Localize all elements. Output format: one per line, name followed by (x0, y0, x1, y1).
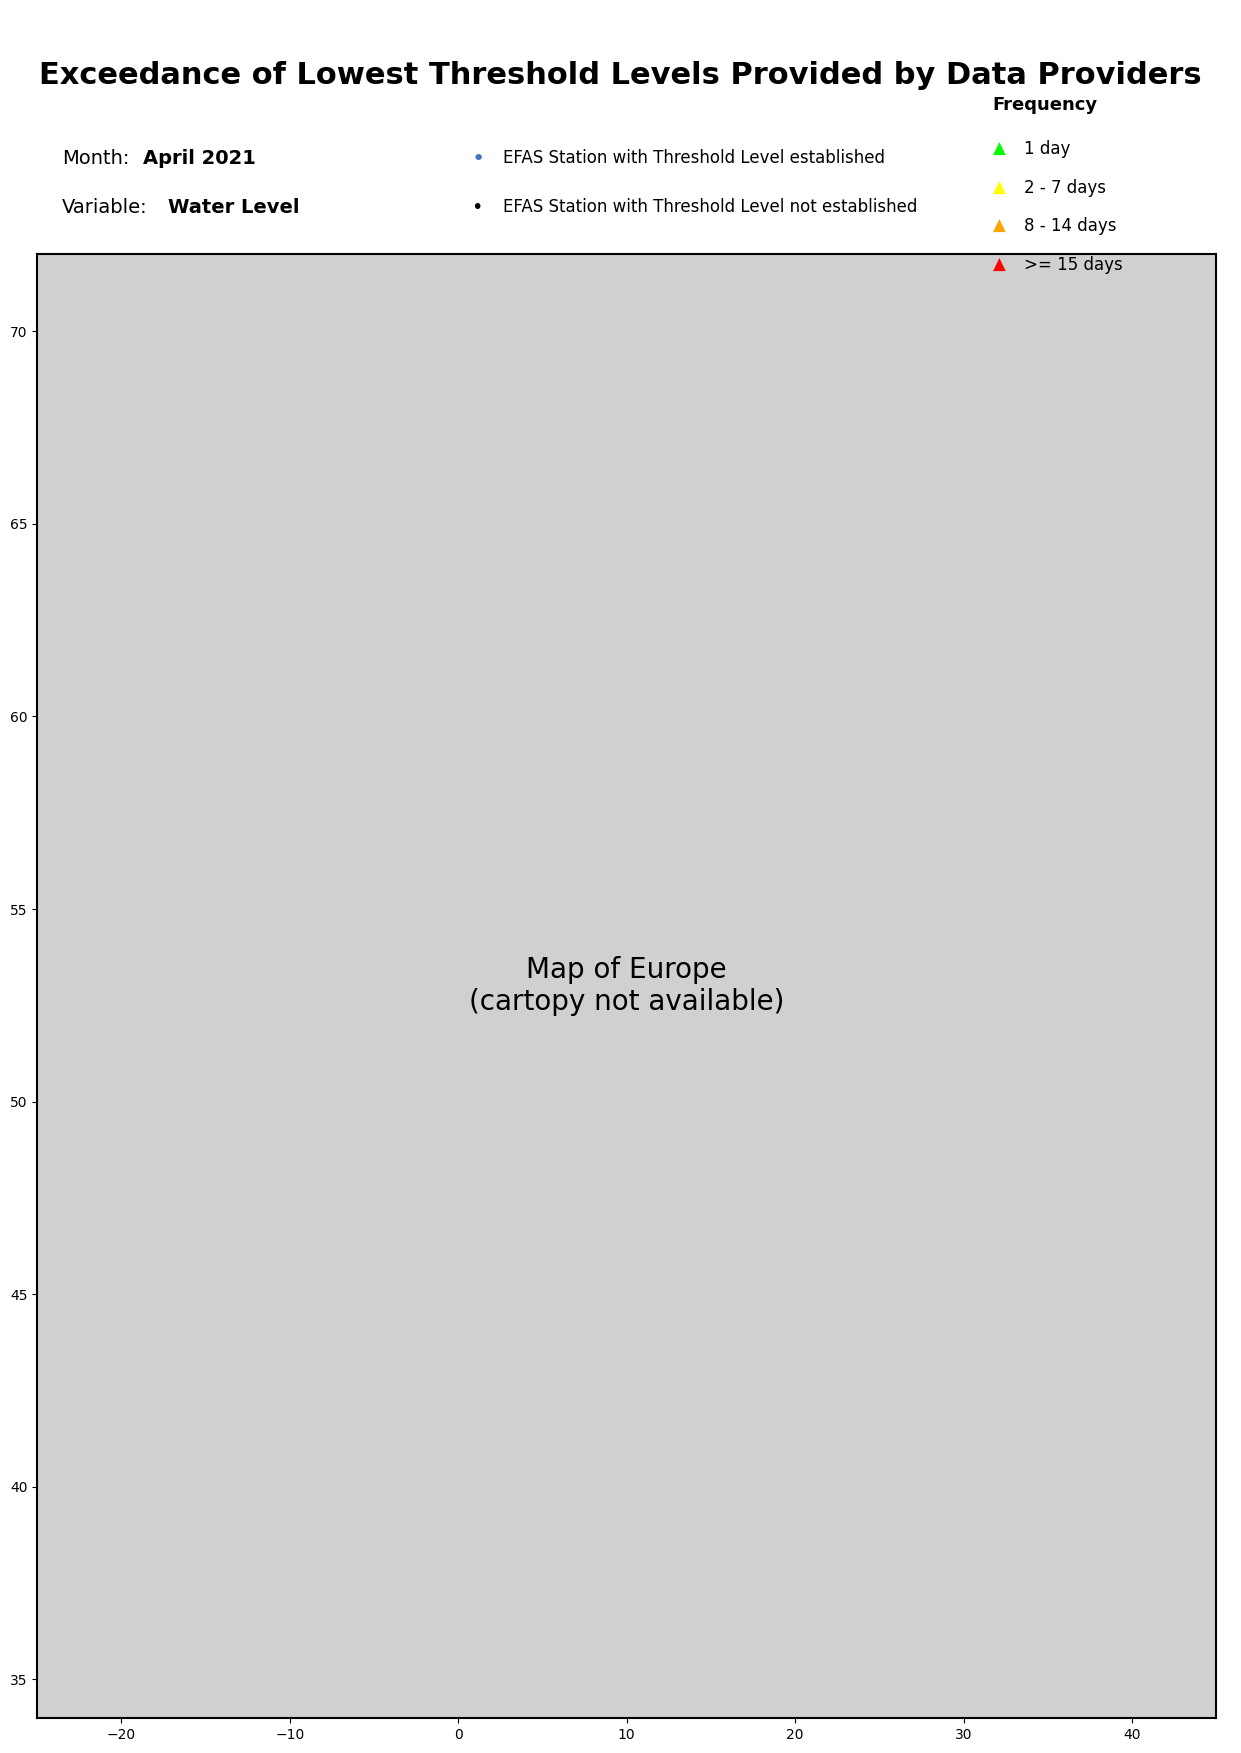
Text: Map of Europe
(cartopy not available): Map of Europe (cartopy not available) (469, 955, 784, 1017)
Text: EFAS Station with Threshold Level not established: EFAS Station with Threshold Level not es… (503, 198, 917, 216)
Text: >= 15 days: >= 15 days (1024, 256, 1123, 273)
Text: •: • (472, 149, 485, 168)
Text: ▲: ▲ (993, 256, 1005, 273)
Text: Exceedance of Lowest Threshold Levels Provided by Data Providers: Exceedance of Lowest Threshold Levels Pr… (40, 61, 1201, 91)
Text: ▲: ▲ (993, 217, 1005, 235)
Text: ▲: ▲ (993, 140, 1005, 158)
Text: 2 - 7 days: 2 - 7 days (1024, 179, 1106, 196)
Text: Water Level: Water Level (168, 198, 299, 217)
Text: •: • (472, 198, 483, 217)
Text: Frequency: Frequency (993, 96, 1098, 114)
Text: Variable:: Variable: (62, 198, 148, 217)
Text: ▲: ▲ (993, 179, 1005, 196)
Text: April 2021: April 2021 (143, 149, 256, 168)
Text: Month:: Month: (62, 149, 129, 168)
Text: 8 - 14 days: 8 - 14 days (1024, 217, 1117, 235)
Text: 1 day: 1 day (1024, 140, 1070, 158)
Text: EFAS Station with Threshold Level established: EFAS Station with Threshold Level establ… (503, 149, 885, 167)
